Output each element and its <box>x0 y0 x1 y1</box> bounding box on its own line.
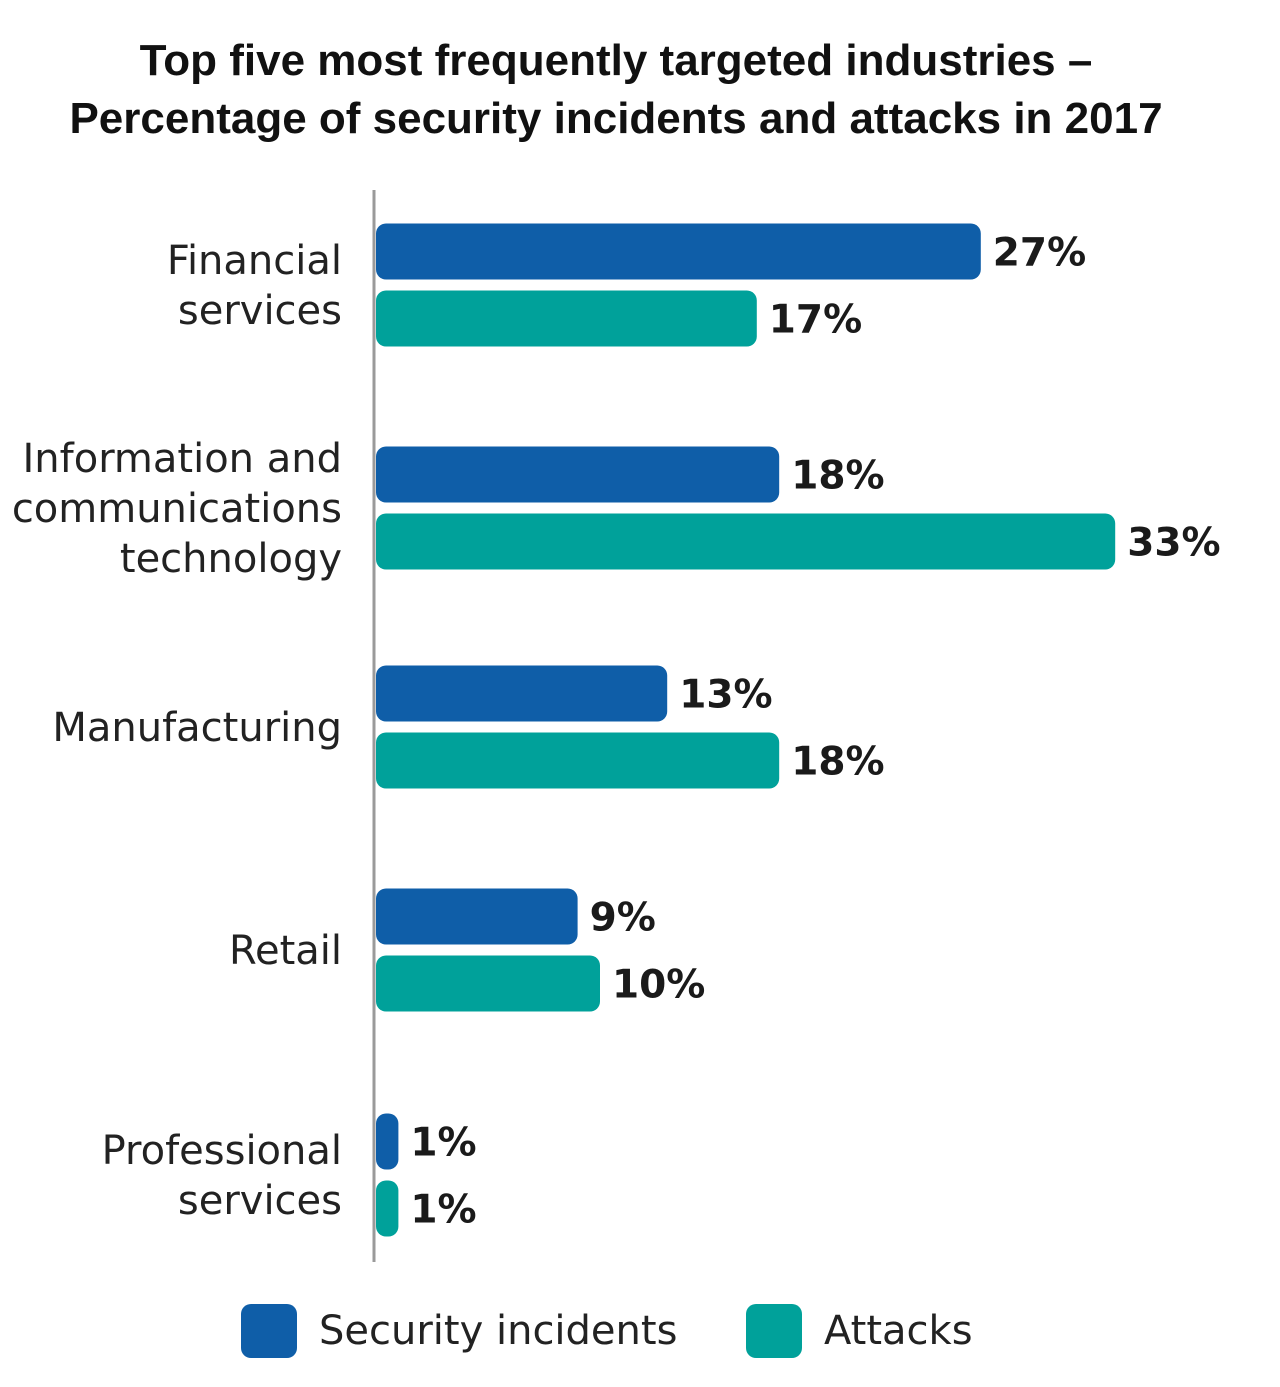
category-label: Retail <box>229 928 342 974</box>
category-label-line: Retail <box>229 928 342 974</box>
bars <box>376 223 1116 1237</box>
data-label: 13% <box>679 673 772 718</box>
category-label-line: Professional <box>102 1128 342 1174</box>
data-label: 18% <box>791 454 884 499</box>
chart-subtitle: Percentage of security incidents and att… <box>69 94 1163 143</box>
category-label-line: technology <box>120 536 342 582</box>
bar-attacks <box>376 732 780 789</box>
bar-security-incidents <box>376 665 668 722</box>
legend-label-security-incidents: Security incidents <box>319 1308 678 1354</box>
data-label: 33% <box>1127 521 1220 566</box>
category-label: Information and communications technology <box>12 436 342 582</box>
category-label-line: services <box>178 288 342 334</box>
category-label-line: services <box>178 1178 342 1224</box>
value-labels: 27% 17% 18% 33% 13% 18% 9% 10% 1% 1% <box>410 231 1220 1233</box>
category-label-line: Information and <box>22 436 342 482</box>
category-label-line: communications <box>12 486 342 532</box>
data-label: 1% <box>410 1121 476 1166</box>
data-label: 10% <box>612 963 705 1008</box>
category-label: Manufacturing <box>52 705 342 751</box>
bar-attacks <box>376 513 1116 570</box>
data-label: 17% <box>769 298 862 343</box>
data-label: 9% <box>590 896 656 941</box>
legend-swatch-attacks <box>746 1304 802 1358</box>
data-label: 27% <box>993 231 1086 276</box>
legend-item-security-incidents: Security incidents <box>241 1303 677 1359</box>
bar-attacks <box>376 290 757 347</box>
category-label-line: Manufacturing <box>52 705 342 751</box>
legend-label-attacks: Attacks <box>824 1308 973 1354</box>
bar-security-incidents <box>376 888 578 945</box>
legend-item-attacks: Attacks <box>746 1303 973 1359</box>
bar-attacks <box>376 1180 399 1237</box>
category-label-line: Financial <box>167 238 342 284</box>
category-label: Financial services <box>167 238 342 334</box>
data-label: 1% <box>410 1188 476 1233</box>
category-label: Professional services <box>102 1128 342 1224</box>
bar-attacks <box>376 955 600 1012</box>
legend-swatch-security-incidents <box>241 1304 297 1358</box>
bar-security-incidents <box>376 223 981 280</box>
bar-security-incidents <box>376 446 780 503</box>
bar-security-incidents <box>376 1113 399 1170</box>
data-label: 18% <box>791 740 884 785</box>
chart-title: Top five most frequently targeted indust… <box>139 36 1093 85</box>
